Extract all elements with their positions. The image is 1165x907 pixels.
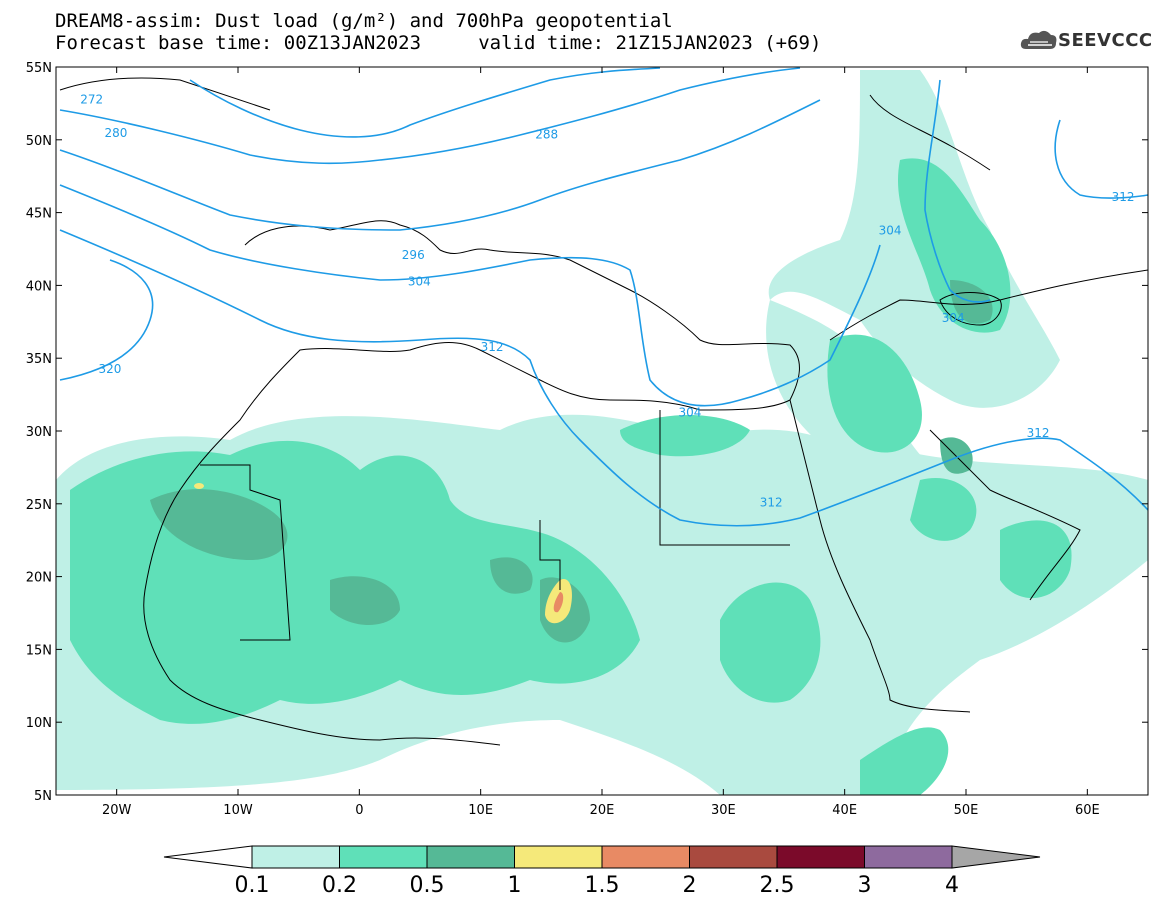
contour-label: 288 xyxy=(535,127,558,141)
lat-tick-label: 40N xyxy=(26,279,52,294)
latitude-axis: 55N 50N 45N 40N 35N 30N 25N 20N 15N 10N 5N xyxy=(26,61,1148,804)
logo-text: SEEVCCC xyxy=(1058,30,1153,51)
contour-label: 296 xyxy=(402,248,425,262)
lon-tick-label: 20E xyxy=(590,803,615,818)
contour-label: 280 xyxy=(105,126,128,140)
contour-label: 312 xyxy=(481,340,504,354)
colorbar-segment xyxy=(776,845,865,869)
colorbar-label: 2 xyxy=(683,873,697,898)
colorbar-high-arrow xyxy=(951,845,1041,869)
colorbar-low-arrow xyxy=(163,845,253,869)
dust-level-1 xyxy=(194,483,572,624)
longitude-axis: 20W 10W 0 10E 20E 30E 40E 50E 60E xyxy=(102,67,1100,818)
lon-tick-label: 20W xyxy=(102,803,132,818)
colorbar-label: 0.5 xyxy=(410,873,445,898)
lat-tick-label: 25N xyxy=(26,498,52,513)
contour-label: 272 xyxy=(80,92,103,106)
contour-label: 304 xyxy=(942,311,965,325)
lat-tick-label: 5N xyxy=(34,789,52,804)
dust-level-0.5 xyxy=(150,280,993,643)
colorbar-segment xyxy=(514,845,603,869)
lon-tick-label: 30E xyxy=(711,803,736,818)
colorbar-segment xyxy=(426,845,515,869)
lat-tick-label: 15N xyxy=(26,643,52,658)
colorbar-label: 0.1 xyxy=(235,873,270,898)
lon-tick-label: 10W xyxy=(223,803,253,818)
colorbar-label: 4 xyxy=(945,873,959,898)
colorbar: 0.1 0.2 0.5 1 1.5 2 2.5 3 4 xyxy=(163,845,1041,898)
contour-label: 312 xyxy=(760,496,783,510)
colorbar-segment xyxy=(339,845,428,869)
lon-tick-label: 10E xyxy=(468,803,493,818)
contour-label: 304 xyxy=(879,223,902,237)
colorbar-segment xyxy=(251,845,340,869)
lat-tick-label: 55N xyxy=(26,61,52,76)
lat-tick-label: 35N xyxy=(26,352,52,367)
colorbar-label: 1 xyxy=(508,873,522,898)
geopotential-contours xyxy=(59,67,1148,527)
map-title-line-1: DREAM8-assim: Dust load (g/m²) and 700hP… xyxy=(55,10,673,32)
lon-tick-label: 50E xyxy=(954,803,979,818)
lon-tick-label: 0 xyxy=(355,803,363,818)
colorbar-segment xyxy=(601,845,690,869)
contour-label: 320 xyxy=(98,362,121,376)
colorbar-label: 1.5 xyxy=(585,873,620,898)
lon-tick-label: 40E xyxy=(832,803,857,818)
contour-label: 312 xyxy=(1112,190,1135,204)
lat-tick-label: 20N xyxy=(26,571,52,586)
colorbar-segment xyxy=(864,845,953,869)
colorbar-label: 2.5 xyxy=(760,873,795,898)
contour-labels: 272 280 288 296 304 312 320 304 312 312 304 304 312 xyxy=(80,92,1134,509)
lat-tick-label: 45N xyxy=(26,207,52,222)
colorbar-label: 3 xyxy=(858,873,872,898)
contour-label: 304 xyxy=(678,405,701,419)
lon-tick-label: 60E xyxy=(1075,803,1100,818)
contour-label: 312 xyxy=(1027,426,1050,440)
map-area: 272 280 288 296 304 312 320 304 312 312 304 304 312 xyxy=(56,67,1148,795)
contour-label: 304 xyxy=(408,274,431,288)
lat-tick-label: 10N xyxy=(26,716,52,731)
colorbar-segment xyxy=(689,845,778,869)
cloud-icon xyxy=(1020,30,1057,49)
coastlines xyxy=(59,77,1148,746)
colorbar-label: 0.2 xyxy=(322,873,357,898)
lat-tick-label: 50N xyxy=(26,134,52,149)
map-title-line-2: Forecast base time: 00Z13JAN2023 valid t… xyxy=(55,32,822,54)
lat-tick-label: 30N xyxy=(26,425,52,440)
